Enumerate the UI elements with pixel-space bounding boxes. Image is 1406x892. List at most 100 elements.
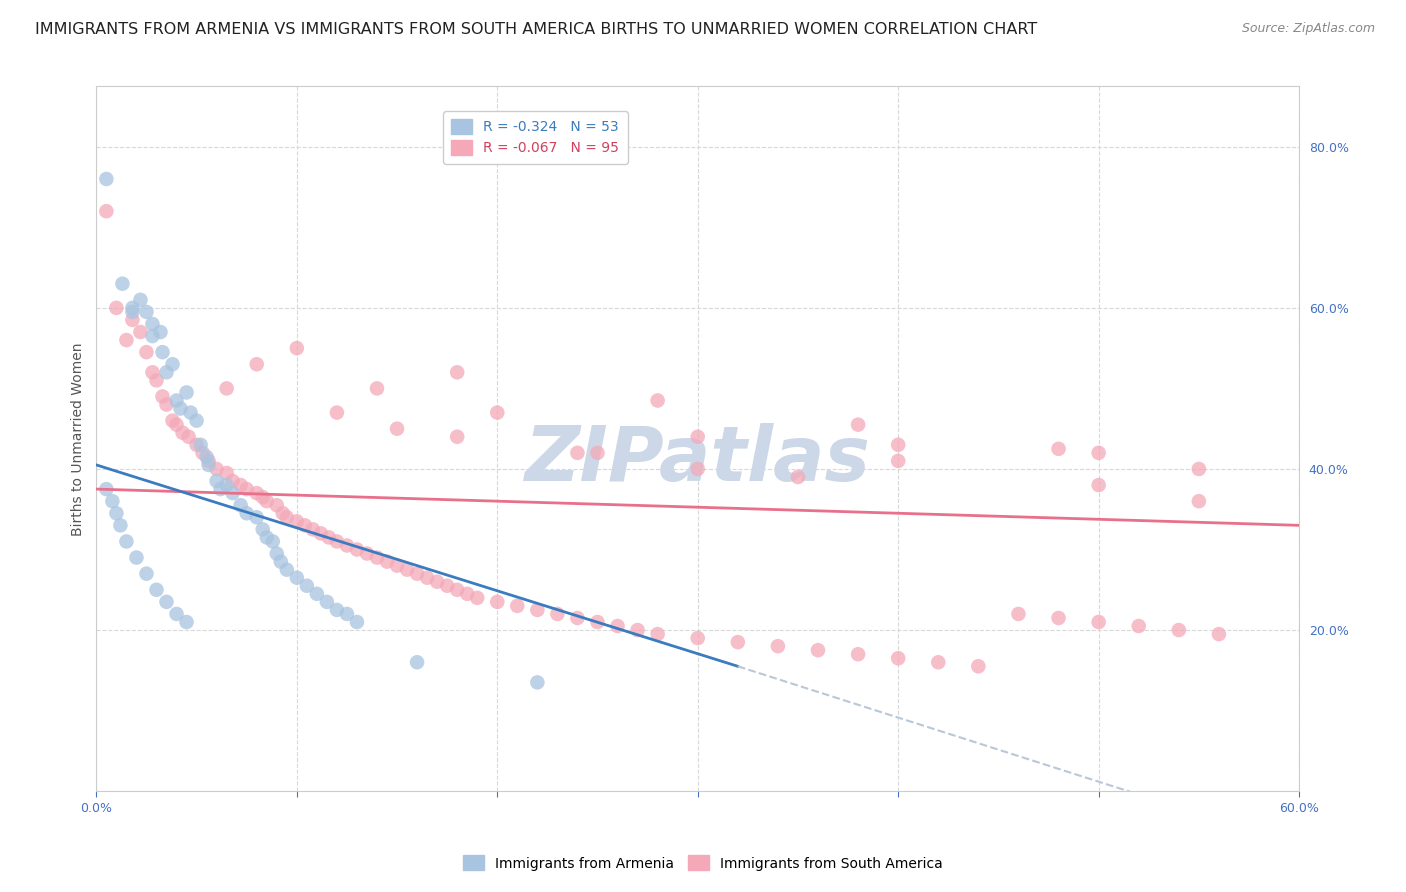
- Point: [309, 526, 332, 541]
- Point: [285, 514, 308, 528]
- Point: [205, 462, 228, 476]
- Point: [285, 341, 308, 355]
- Point: [246, 486, 269, 500]
- Point: [141, 317, 163, 331]
- Point: [406, 655, 429, 669]
- Point: [229, 478, 252, 492]
- Point: [326, 406, 349, 420]
- Point: [110, 518, 132, 533]
- Point: [276, 563, 298, 577]
- Point: [567, 611, 589, 625]
- Point: [346, 615, 368, 629]
- Point: [606, 619, 628, 633]
- Point: [121, 313, 143, 327]
- Point: [346, 542, 368, 557]
- Point: [111, 277, 134, 291]
- Point: [1047, 611, 1070, 625]
- Point: [256, 494, 278, 508]
- Point: [1087, 446, 1109, 460]
- Point: [567, 446, 589, 460]
- Point: [186, 414, 208, 428]
- Point: [294, 518, 316, 533]
- Point: [526, 675, 548, 690]
- Point: [129, 293, 152, 307]
- Point: [787, 470, 810, 484]
- Point: [1188, 494, 1211, 508]
- Point: [155, 397, 177, 411]
- Point: [385, 422, 408, 436]
- Point: [647, 393, 669, 408]
- Point: [295, 579, 318, 593]
- Point: [209, 482, 232, 496]
- Point: [176, 385, 198, 400]
- Point: [169, 401, 191, 416]
- Point: [121, 301, 143, 315]
- Point: [586, 446, 609, 460]
- Text: Source: ZipAtlas.com: Source: ZipAtlas.com: [1241, 22, 1375, 36]
- Point: [336, 607, 359, 621]
- Point: [385, 558, 408, 573]
- Point: [105, 506, 128, 520]
- Point: [927, 655, 949, 669]
- Point: [426, 574, 449, 589]
- Point: [115, 333, 138, 347]
- Point: [135, 305, 157, 319]
- Point: [155, 595, 177, 609]
- Point: [446, 430, 468, 444]
- Point: [115, 534, 138, 549]
- Point: [246, 510, 269, 524]
- Point: [152, 389, 174, 403]
- Point: [396, 563, 419, 577]
- Point: [486, 406, 509, 420]
- Point: [366, 550, 388, 565]
- Point: [125, 550, 148, 565]
- Point: [686, 462, 709, 476]
- Point: [96, 172, 118, 186]
- Point: [846, 417, 869, 432]
- Point: [262, 534, 284, 549]
- Point: [366, 381, 388, 395]
- Point: [215, 466, 238, 480]
- Point: [1188, 462, 1211, 476]
- Point: [190, 438, 212, 452]
- Point: [172, 425, 194, 440]
- Point: [221, 486, 243, 500]
- Point: [162, 414, 184, 428]
- Point: [205, 474, 228, 488]
- Point: [129, 325, 152, 339]
- Point: [436, 579, 458, 593]
- Point: [270, 555, 292, 569]
- Point: [647, 627, 669, 641]
- Point: [727, 635, 749, 649]
- Point: [141, 329, 163, 343]
- Point: [155, 365, 177, 379]
- Point: [229, 498, 252, 512]
- Point: [967, 659, 990, 673]
- Point: [191, 446, 214, 460]
- Point: [887, 651, 910, 665]
- Point: [135, 345, 157, 359]
- Point: [586, 615, 609, 629]
- Point: [221, 474, 243, 488]
- Point: [626, 623, 648, 637]
- Point: [375, 555, 398, 569]
- Point: [141, 365, 163, 379]
- Point: [135, 566, 157, 581]
- Point: [1167, 623, 1189, 637]
- Point: [256, 530, 278, 544]
- Point: [416, 571, 439, 585]
- Point: [465, 591, 488, 605]
- Point: [686, 430, 709, 444]
- Point: [686, 631, 709, 645]
- Point: [162, 357, 184, 371]
- Legend: Immigrants from Armenia, Immigrants from South America: Immigrants from Armenia, Immigrants from…: [458, 850, 948, 876]
- Point: [252, 522, 274, 536]
- Point: [356, 547, 378, 561]
- Point: [1208, 627, 1230, 641]
- Point: [266, 547, 288, 561]
- Point: [1128, 619, 1150, 633]
- Point: [406, 566, 429, 581]
- Point: [96, 204, 118, 219]
- Point: [1007, 607, 1029, 621]
- Y-axis label: Births to Unmarried Women: Births to Unmarried Women: [72, 342, 86, 535]
